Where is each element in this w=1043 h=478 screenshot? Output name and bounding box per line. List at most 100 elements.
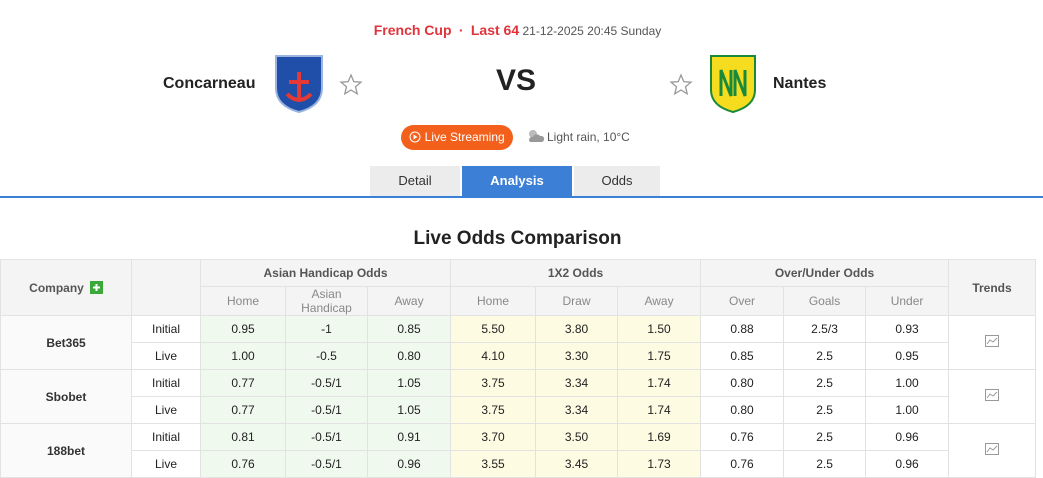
odds-cell: -0.5/1: [285, 396, 368, 424]
odds-cell: 3.80: [535, 315, 619, 343]
odds-cell: 3.70: [450, 423, 537, 451]
favorite-star[interactable]: [669, 73, 693, 95]
odds-cell: 0.85: [700, 342, 785, 370]
odds-cell: 1.69: [617, 423, 702, 451]
tab[interactable]: Odds: [574, 166, 660, 196]
odds-cell: 0.96: [865, 450, 950, 478]
odds-row: Live 0.76 -0.5/1 0.96 3.55 3.45 1.73 0.76 2.5 0.9…: [1, 450, 1036, 478]
odds-table: Company Asian Handicap Odds 1X2 Odds Over/U…: [0, 259, 1037, 478]
trend-icon[interactable]: [985, 335, 1000, 347]
tab[interactable]: Detail: [370, 166, 460, 196]
odds-type: Live: [131, 396, 201, 424]
odds-cell: 0.77: [200, 369, 286, 397]
odds-cell: 3.30: [535, 342, 619, 370]
favorite-star[interactable]: [339, 73, 363, 95]
odds-cell: -0.5/1: [285, 369, 368, 397]
trends-cell: [948, 423, 1037, 478]
subheader: Home: [450, 286, 537, 316]
add-company-button[interactable]: [89, 280, 103, 294]
odds-cell: 2.5/3: [783, 315, 867, 343]
odds-cell: 1.05: [366, 369, 452, 397]
section-title: Live Odds Comparison: [413, 228, 622, 249]
company[interactable]: Sbobet: [0, 369, 132, 424]
odds-cell: 1.74: [617, 396, 702, 424]
round: Last 64: [470, 22, 520, 38]
type-header: [131, 259, 201, 316]
odds-cell: 4.10: [450, 342, 537, 370]
subheader: Home: [200, 286, 286, 316]
odds-cell: 0.96: [366, 450, 452, 478]
subheader: Over: [700, 286, 785, 316]
group-header: Asian Handicap Odds: [199, 259, 452, 287]
live-streaming-button[interactable]: Live Streaming: [401, 125, 513, 150]
home-logo: [275, 55, 323, 114]
odds-cell: 1.05: [366, 396, 452, 424]
odds-type: Live: [131, 342, 201, 370]
odds-cell: -0.5/1: [285, 450, 368, 478]
header-row: Company Asian Handicap Odds 1X2 Odds Over/U…: [0, 259, 1037, 316]
odds-cell: -1: [285, 315, 368, 343]
trends-header: Trends: [948, 259, 1037, 316]
odds-cell: 1.73: [617, 450, 702, 478]
odds-type: Initial: [131, 315, 201, 343]
odds-cell: 3.34: [535, 369, 619, 397]
odds-type: Live: [131, 450, 201, 478]
odds-row: Live 0.77 -0.5/1 1.05 3.75 3.34 1.74 0.80 2.5 1.0…: [1, 396, 1036, 424]
odds-cell: -0.5: [285, 342, 368, 370]
odds-cell: 0.96: [865, 423, 950, 451]
odds-cell: 0.80: [366, 342, 452, 370]
plus-icon: [92, 283, 100, 291]
odds-cell: 0.77: [200, 396, 286, 424]
vs: VS: [495, 64, 537, 97]
match-info: French Cup · Last 64 21-12-2025 20:45 Su…: [373, 22, 662, 38]
odds-type: Initial: [131, 423, 201, 451]
odds-cell: 2.5: [783, 450, 867, 478]
subheader: Draw: [535, 286, 619, 316]
odds-row: Live 1.00 -0.5 0.80 4.10 3.30 1.75 0.85 2.5 0.95: [1, 342, 1036, 370]
group-header: 1X2 Odds: [450, 259, 702, 287]
odds-cell: 1.00: [865, 396, 950, 424]
odds-cell: 1.75: [617, 342, 702, 370]
subheader: Asian Handicap: [285, 286, 368, 316]
trends-cell: [948, 369, 1037, 424]
odds-cell: 0.91: [366, 423, 452, 451]
odds-cell: 2.5: [783, 342, 867, 370]
odds-cell: 0.80: [700, 396, 785, 424]
odds-cell: 1.50: [617, 315, 702, 343]
trends-cell: [948, 315, 1037, 370]
odds-cell: 0.76: [700, 450, 785, 478]
odds-cell: 1.00: [865, 369, 950, 397]
odds-cell: 0.76: [200, 450, 286, 478]
odds-cell: 3.34: [535, 396, 619, 424]
odds-cell: 3.75: [450, 396, 537, 424]
trend-icon[interactable]: [985, 389, 1000, 401]
odds-cell: 2.5: [783, 396, 867, 424]
subheader: Away: [366, 286, 452, 316]
subheader: Under: [865, 286, 950, 316]
odds-cell: 0.88: [700, 315, 785, 343]
subheader: Goals: [783, 286, 867, 316]
subheader: Away: [617, 286, 702, 316]
company-header-label: Company: [29, 280, 84, 295]
odds-cell: 0.95: [200, 315, 286, 343]
group-header: Over/Under Odds: [700, 259, 950, 287]
live-streaming-label: Live Streaming: [424, 130, 505, 144]
odds-row: Sbobet Initial 0.77 -0.5/1 1.05 3.75 3.34 1.74 0…: [0, 369, 1037, 424]
company[interactable]: Bet365: [0, 315, 132, 370]
odds-cell: 3.50: [535, 423, 619, 451]
competition[interactable]: French Cup: [373, 22, 452, 38]
trend-icon[interactable]: [985, 443, 1000, 455]
odds-type: Initial: [131, 369, 201, 397]
odds-cell: 5.50: [450, 315, 537, 343]
home-team[interactable]: Concarneau: [163, 75, 256, 92]
odds-cell: 3.55: [450, 450, 537, 478]
away-team[interactable]: Nantes: [773, 75, 827, 92]
company[interactable]: 188bet: [0, 423, 132, 478]
odds-cell: 0.76: [700, 423, 785, 451]
odds-cell: 0.95: [865, 342, 950, 370]
odds-cell: 1.74: [617, 369, 702, 397]
tab-active[interactable]: Analysis: [462, 166, 572, 196]
away-logo: [710, 55, 756, 114]
odds-cell: 3.75: [450, 369, 537, 397]
